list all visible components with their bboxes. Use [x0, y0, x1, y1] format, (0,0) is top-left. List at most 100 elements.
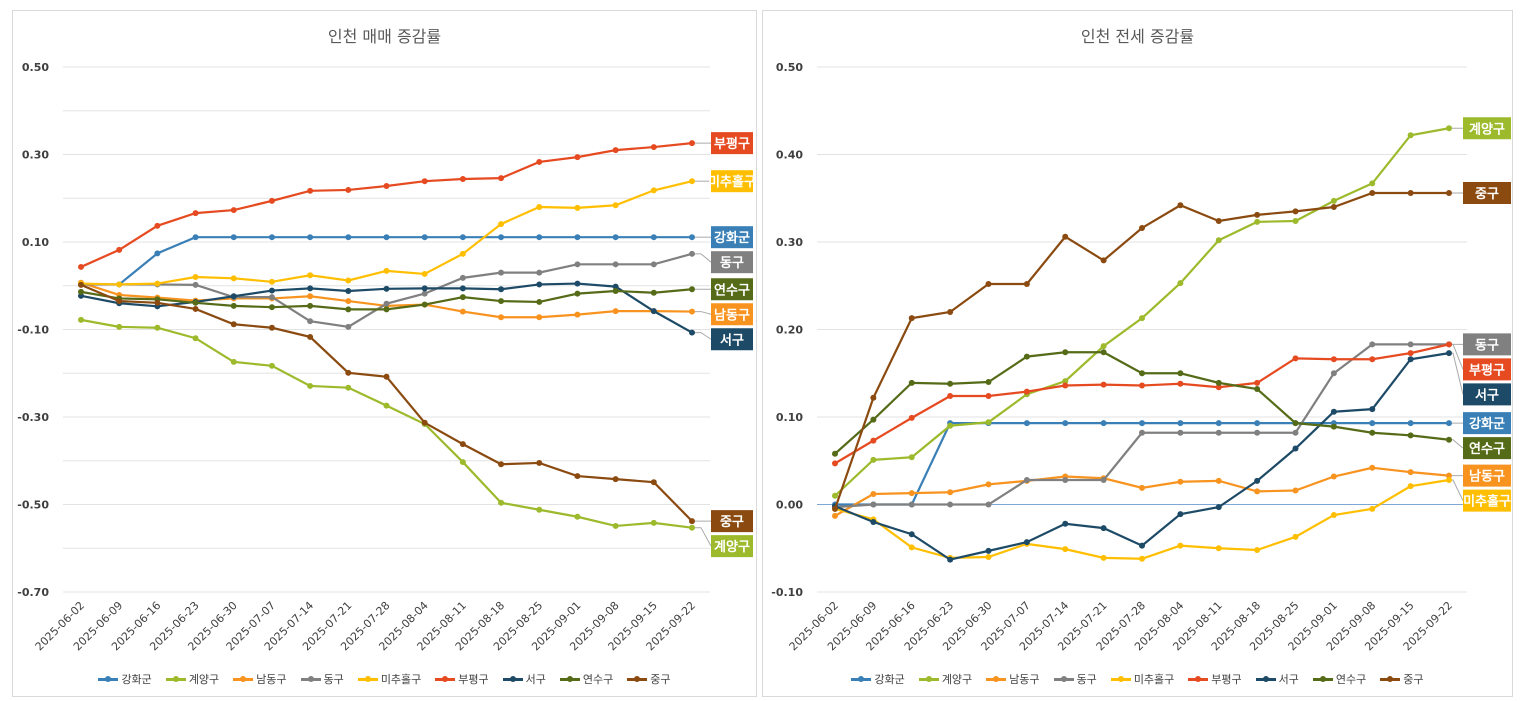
data-point — [1139, 484, 1145, 491]
legend-item: 서구 — [1255, 671, 1299, 687]
data-point — [307, 293, 314, 300]
data-point — [459, 176, 466, 182]
data-point — [268, 287, 275, 294]
data-point — [383, 300, 390, 307]
series-부평구 — [78, 140, 695, 270]
data-point — [154, 250, 161, 257]
data-point — [154, 222, 161, 229]
data-point — [536, 506, 543, 513]
data-point — [1254, 379, 1261, 386]
data-point — [1369, 505, 1376, 512]
data-point — [498, 221, 505, 228]
data-point — [1177, 380, 1184, 387]
data-point — [1254, 429, 1261, 436]
data-point — [421, 178, 428, 185]
legend-swatch — [851, 675, 872, 682]
y-tick-label: -0.10 — [771, 586, 803, 599]
data-point — [1023, 353, 1030, 360]
data-point — [459, 250, 466, 257]
series-연수구 — [832, 349, 1452, 457]
data-point — [1100, 381, 1107, 388]
data-point — [307, 382, 314, 389]
chart-legend: 강화군 계양구 남동구 동구 미추홀구 부평구 서구 연수구 중구 — [763, 671, 1512, 687]
series-동구 — [78, 250, 695, 330]
series-계양구 — [78, 316, 695, 531]
data-point — [1062, 420, 1069, 427]
data-point — [1215, 429, 1222, 436]
data-point — [1177, 280, 1184, 287]
data-point — [1177, 202, 1184, 209]
legend-swatch — [435, 675, 456, 682]
data-point — [612, 283, 619, 290]
data-point — [832, 505, 838, 512]
data-point — [1292, 218, 1299, 224]
data-point — [1254, 488, 1261, 495]
legend-label: 남동구 — [256, 673, 287, 686]
data-point — [345, 288, 352, 294]
data-point — [307, 272, 314, 279]
data-point — [498, 269, 505, 276]
data-point — [870, 437, 877, 444]
data-point — [345, 298, 352, 305]
data-point — [650, 519, 657, 526]
data-point — [498, 175, 505, 182]
data-point — [1407, 469, 1414, 476]
data-point — [870, 519, 877, 525]
data-point — [650, 234, 657, 241]
data-point — [498, 286, 505, 293]
end-label: 동구 — [1475, 338, 1499, 353]
label-connector — [1452, 343, 1464, 370]
end-label: 남동구 — [714, 307, 750, 323]
data-point — [230, 207, 237, 214]
end-label: 남동구 — [1469, 469, 1505, 485]
data-point — [307, 234, 314, 241]
data-point — [459, 274, 466, 281]
data-point — [1407, 420, 1414, 427]
data-point — [574, 204, 581, 211]
legend-swatch — [918, 675, 939, 682]
legend-swatch — [1380, 675, 1401, 682]
data-point — [1330, 473, 1337, 480]
data-point — [689, 286, 695, 293]
label-connector — [695, 253, 712, 263]
data-point — [650, 289, 657, 296]
data-point — [230, 234, 237, 241]
data-point — [832, 450, 838, 457]
end-label: 부평구 — [1469, 362, 1505, 378]
legend-swatch — [1110, 675, 1131, 682]
legend-item: 계양구 — [165, 671, 219, 687]
data-point — [1100, 349, 1107, 356]
data-point — [947, 309, 954, 315]
data-point — [1292, 487, 1299, 494]
data-point — [1177, 370, 1184, 377]
label-connector — [695, 527, 712, 547]
data-point — [1215, 420, 1222, 427]
data-point — [116, 323, 123, 330]
data-point — [689, 308, 695, 315]
end-label-box — [1463, 358, 1511, 381]
legend-item: 동구 — [1053, 671, 1097, 687]
legend-label: 부평구 — [458, 673, 489, 686]
data-point — [1292, 355, 1299, 362]
data-point — [1254, 211, 1261, 218]
data-point — [1023, 539, 1030, 546]
end-label-box — [711, 251, 753, 274]
end-label: 계양구 — [714, 540, 750, 555]
data-point — [1292, 420, 1299, 427]
data-point — [498, 234, 505, 241]
legend-label: 연수구 — [582, 673, 614, 686]
data-point — [421, 234, 428, 241]
data-point — [536, 269, 543, 276]
data-point — [1177, 429, 1184, 436]
data-point — [1369, 406, 1376, 413]
data-point — [1446, 190, 1452, 196]
data-point — [116, 298, 123, 305]
y-tick-label: 0.20 — [776, 324, 803, 337]
data-point — [1215, 545, 1222, 552]
data-point — [307, 333, 314, 340]
label-connector — [1452, 439, 1464, 449]
y-tick-label: 0.30 — [22, 149, 49, 162]
series-강화군 — [78, 234, 695, 288]
data-point — [947, 380, 954, 387]
data-point — [459, 441, 466, 448]
